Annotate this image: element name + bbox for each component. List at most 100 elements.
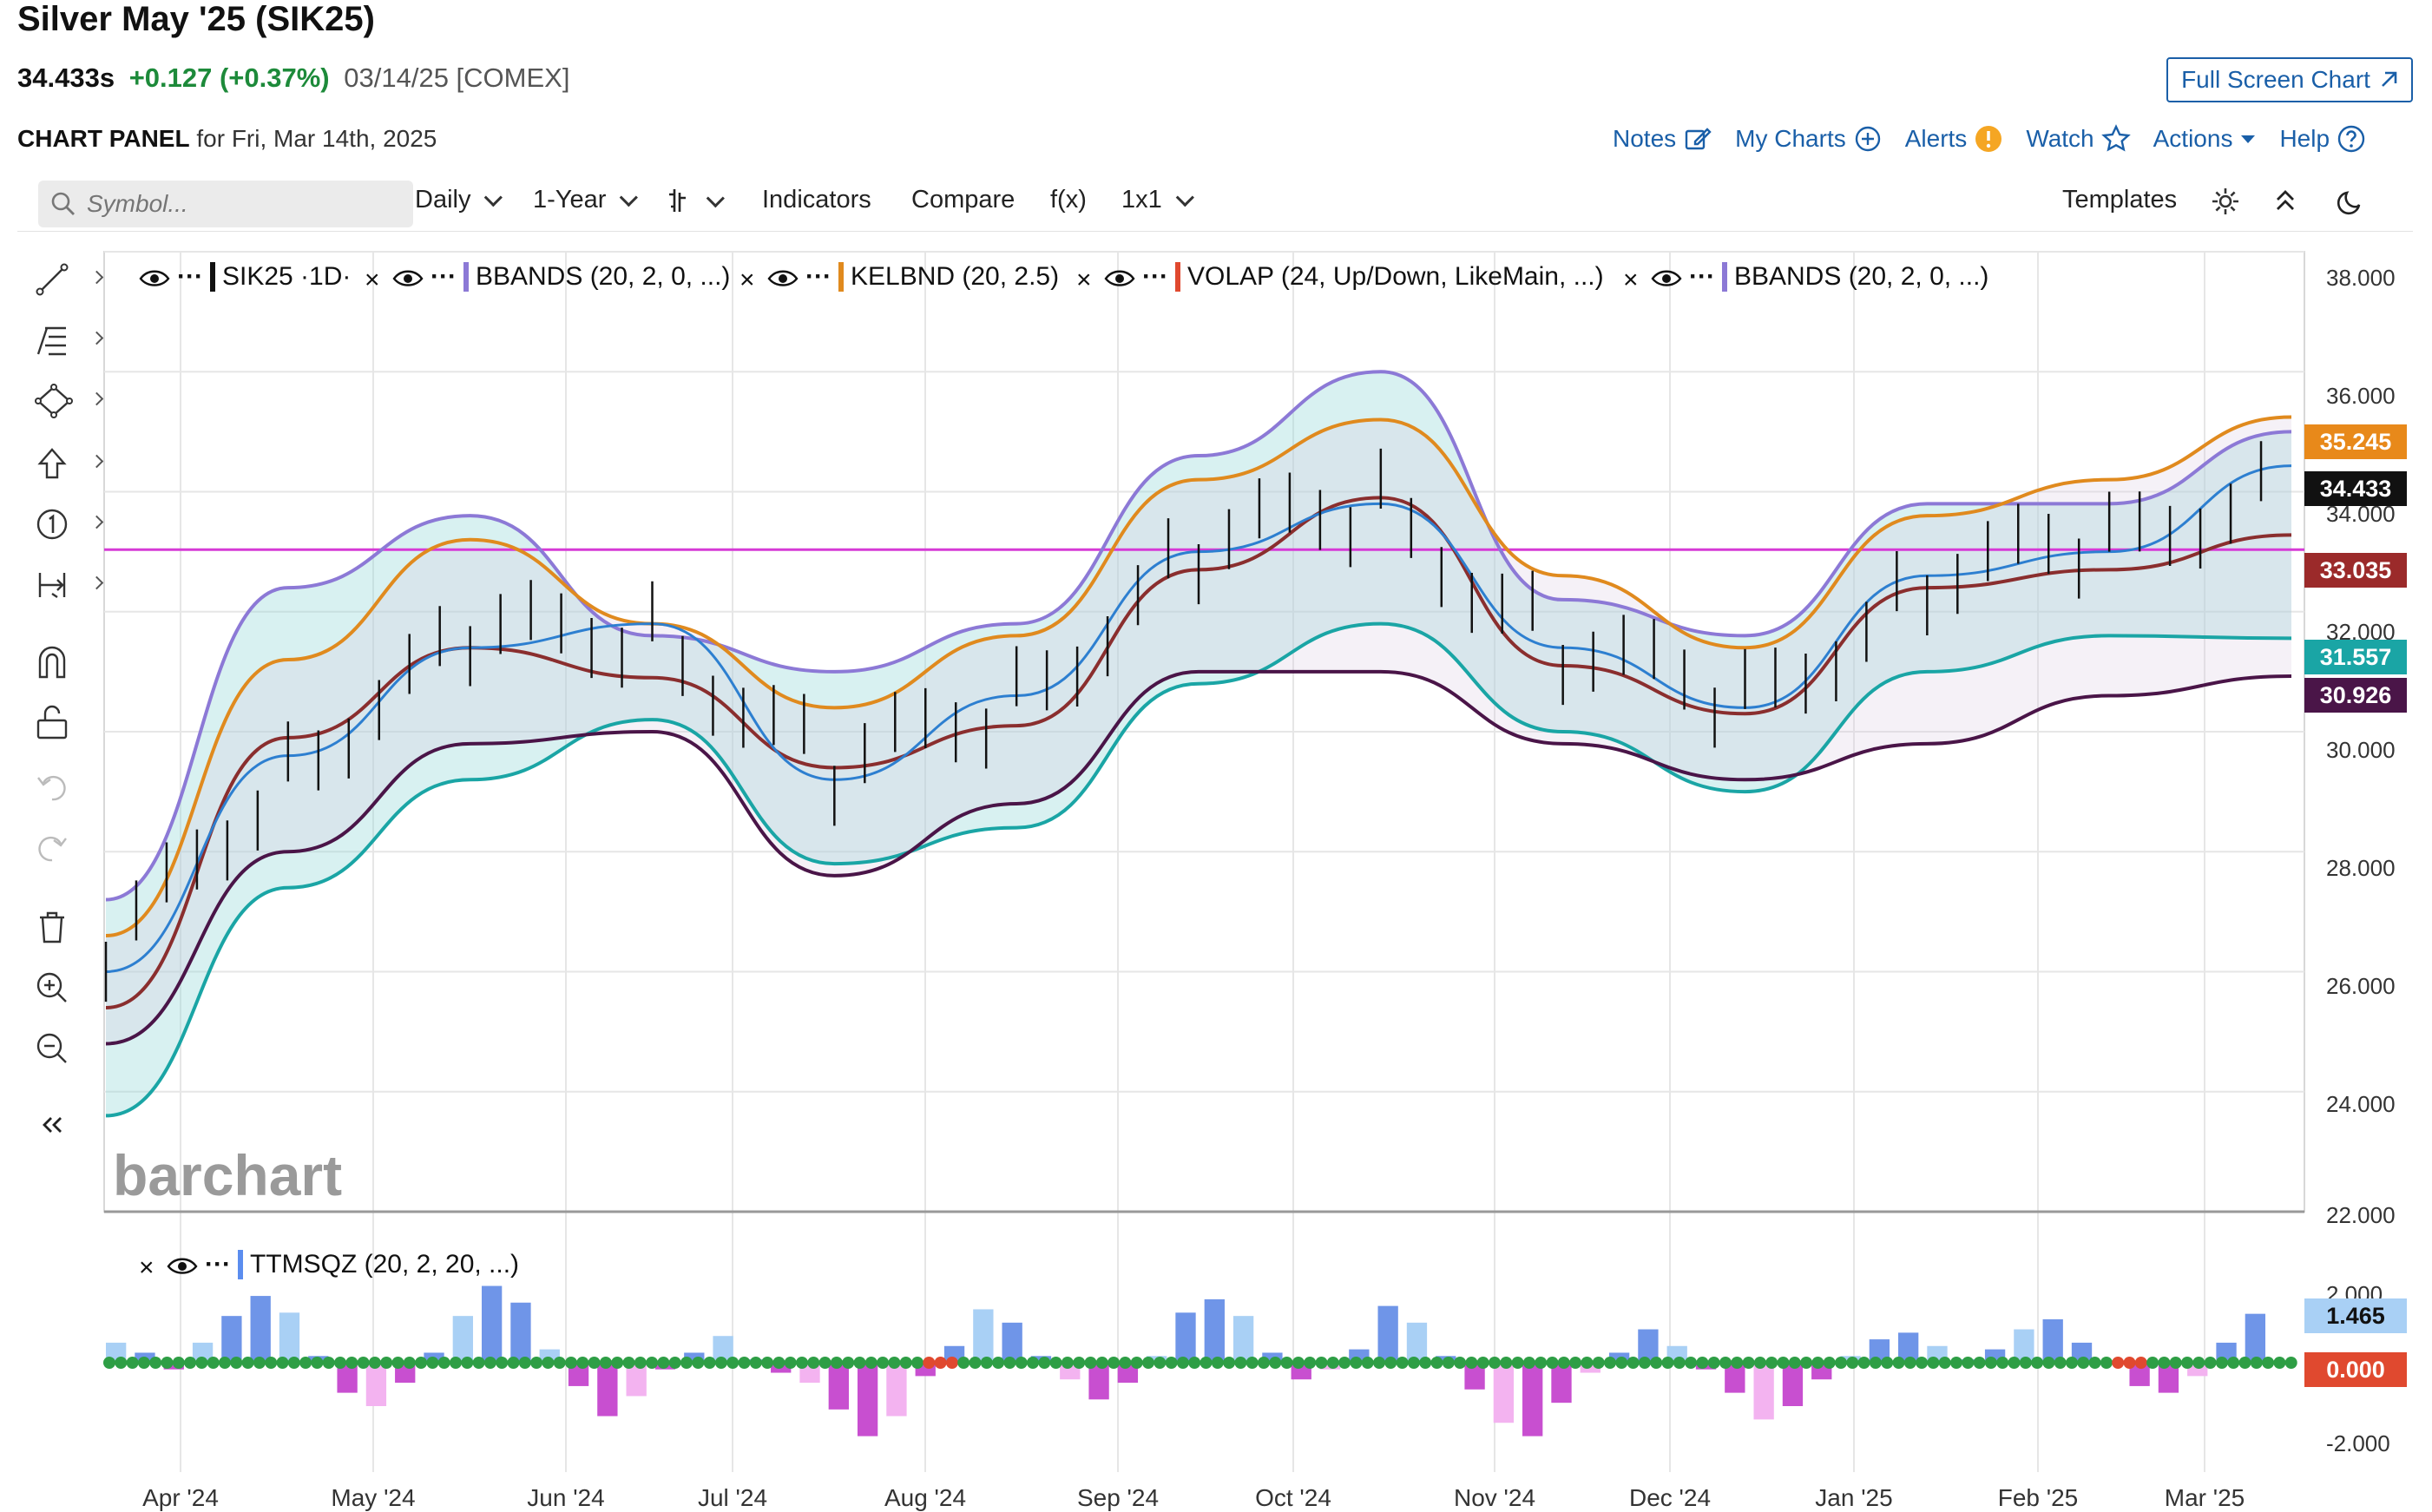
legend-price-series[interactable]: ··· SIK25 ·1D· bbox=[139, 262, 351, 292]
shape-tool[interactable] bbox=[35, 378, 104, 424]
legend-bbands-1[interactable]: ··· BBANDS (20, 2, 0, ...) bbox=[392, 262, 730, 292]
squeeze-dot bbox=[1280, 1357, 1293, 1369]
redo-button[interactable] bbox=[35, 826, 97, 871]
full-screen-chart-button[interactable]: Full Screen Chart bbox=[2166, 57, 2413, 102]
symbol-input[interactable] bbox=[85, 189, 401, 219]
close-icon[interactable]: × bbox=[139, 1253, 154, 1282]
squeeze-dot bbox=[1465, 1357, 1478, 1369]
squeeze-dot bbox=[1038, 1357, 1051, 1369]
x-tick: Sep '24 bbox=[1076, 1484, 1160, 1511]
annotation-tool[interactable] bbox=[35, 502, 104, 547]
squeeze-dot bbox=[1119, 1357, 1132, 1369]
squeeze-dot bbox=[1142, 1357, 1154, 1369]
undo-button[interactable] bbox=[35, 766, 97, 811]
fx-button[interactable]: f(x) bbox=[1050, 186, 1087, 214]
my-charts-link[interactable]: My Charts bbox=[1735, 124, 1883, 154]
lock-tool[interactable] bbox=[35, 700, 97, 745]
close-icon[interactable]: × bbox=[1076, 266, 1092, 294]
actions-label: Actions bbox=[2153, 125, 2233, 152]
actions-menu[interactable]: Actions bbox=[2153, 125, 2258, 153]
squeeze-dot bbox=[1731, 1357, 1744, 1369]
close-icon[interactable]: × bbox=[365, 266, 380, 294]
interval-dropdown[interactable]: Daily bbox=[415, 186, 503, 214]
bar-type-dropdown[interactable] bbox=[667, 186, 725, 215]
settings-button[interactable] bbox=[2210, 186, 2241, 217]
collapse-sidebar-button[interactable] bbox=[35, 1102, 97, 1147]
momentum-bar bbox=[365, 1363, 387, 1406]
legend-ttmsqz[interactable]: ··· TTMSQZ (20, 2, 20, ...) bbox=[167, 1250, 519, 1279]
magnet-tool[interactable] bbox=[35, 639, 97, 684]
squeeze-dot bbox=[1696, 1357, 1709, 1369]
squeeze-dot bbox=[969, 1357, 982, 1369]
eye-icon bbox=[1651, 270, 1682, 286]
star-icon bbox=[2100, 124, 2131, 152]
compare-button[interactable]: Compare bbox=[911, 186, 1016, 214]
moon-icon bbox=[2337, 191, 2361, 215]
squeeze-dot bbox=[1903, 1357, 1916, 1369]
symbol-search[interactable] bbox=[38, 181, 413, 227]
arrow-tool[interactable] bbox=[35, 441, 104, 486]
x-tick: Dec '24 bbox=[1628, 1484, 1712, 1511]
momentum-bar bbox=[1725, 1363, 1745, 1393]
momentum-bar bbox=[481, 1285, 503, 1363]
squeeze-dot bbox=[2181, 1357, 2193, 1369]
y-tick: 22.000 bbox=[2326, 1202, 2396, 1228]
close-icon[interactable]: × bbox=[1623, 266, 1639, 294]
alerts-link[interactable]: Alerts bbox=[1905, 124, 2004, 154]
squeeze-dot bbox=[195, 1357, 208, 1369]
momentum-bar bbox=[1782, 1363, 1804, 1406]
zoom-in-button[interactable] bbox=[35, 965, 97, 1010]
legend-bbands-2[interactable]: ··· BBANDS (20, 2, 0, ...) bbox=[1651, 262, 1988, 292]
templates-button[interactable]: Templates bbox=[2062, 186, 2178, 214]
indicators-button[interactable]: Indicators bbox=[762, 186, 871, 214]
eye-icon bbox=[167, 1258, 198, 1274]
squeeze-dot bbox=[1604, 1357, 1616, 1369]
momentum-bar bbox=[973, 1309, 994, 1363]
y-tick: 38.000 bbox=[2326, 265, 2396, 291]
legend-volap[interactable]: ··· VOLAP (24, Up/Down, LikeMain, ...) bbox=[1104, 262, 1604, 292]
squeeze-dot bbox=[1950, 1357, 1962, 1369]
legend-label: SIK25 ·1D· bbox=[221, 262, 352, 291]
squeeze-dot bbox=[945, 1357, 958, 1369]
momentum-bar bbox=[597, 1363, 618, 1417]
legend-color-swatch bbox=[209, 262, 215, 292]
measure-icon bbox=[38, 573, 66, 598]
fib-tool[interactable] bbox=[35, 318, 104, 363]
notes-link[interactable]: Notes bbox=[1613, 124, 1712, 154]
caret-down-icon bbox=[2241, 135, 2256, 143]
squeeze-dot bbox=[345, 1357, 358, 1369]
redo-icon bbox=[38, 836, 67, 862]
momentum-bar bbox=[337, 1363, 358, 1393]
range-dropdown[interactable]: 1-Year bbox=[533, 186, 639, 214]
squeeze-dot bbox=[1984, 1357, 1997, 1369]
more-icon: ··· bbox=[1142, 262, 1168, 291]
watch-link[interactable]: Watch bbox=[2026, 124, 2131, 154]
lower-tag-zero: 0.000 bbox=[2304, 1352, 2407, 1387]
help-label: Help bbox=[2279, 125, 2330, 152]
squeeze-dot bbox=[738, 1357, 751, 1369]
squeeze-dot bbox=[772, 1357, 785, 1369]
delete-drawings-button[interactable] bbox=[35, 904, 97, 950]
squeeze-dot bbox=[1476, 1357, 1489, 1369]
squeeze-dot bbox=[265, 1357, 278, 1369]
layout-dropdown[interactable]: 1x1 bbox=[1121, 186, 1194, 214]
line-tool[interactable] bbox=[35, 257, 104, 302]
squeeze-dot bbox=[172, 1357, 185, 1369]
squeeze-dot bbox=[864, 1357, 877, 1369]
collapse-button[interactable] bbox=[2272, 186, 2298, 215]
squeeze-dot bbox=[1881, 1357, 1894, 1369]
legend-kelbnd[interactable]: ··· KELBND (20, 2.5) bbox=[767, 262, 1059, 292]
x-tick: Apr '24 bbox=[142, 1484, 219, 1511]
squeeze-dot bbox=[899, 1357, 912, 1369]
help-link[interactable]: Help bbox=[2279, 124, 2366, 154]
momentum-bar bbox=[1204, 1298, 1225, 1363]
close-icon[interactable]: × bbox=[739, 266, 755, 294]
arrow-up-icon bbox=[37, 448, 67, 479]
zoom-out-button[interactable] bbox=[35, 1026, 97, 1071]
squeeze-dot bbox=[311, 1357, 324, 1369]
lower-y-tick: -2.000 bbox=[2326, 1430, 2390, 1456]
squeeze-dot bbox=[207, 1357, 220, 1369]
measure-tool[interactable] bbox=[35, 562, 104, 608]
dark-mode-toggle[interactable] bbox=[2335, 186, 2366, 217]
